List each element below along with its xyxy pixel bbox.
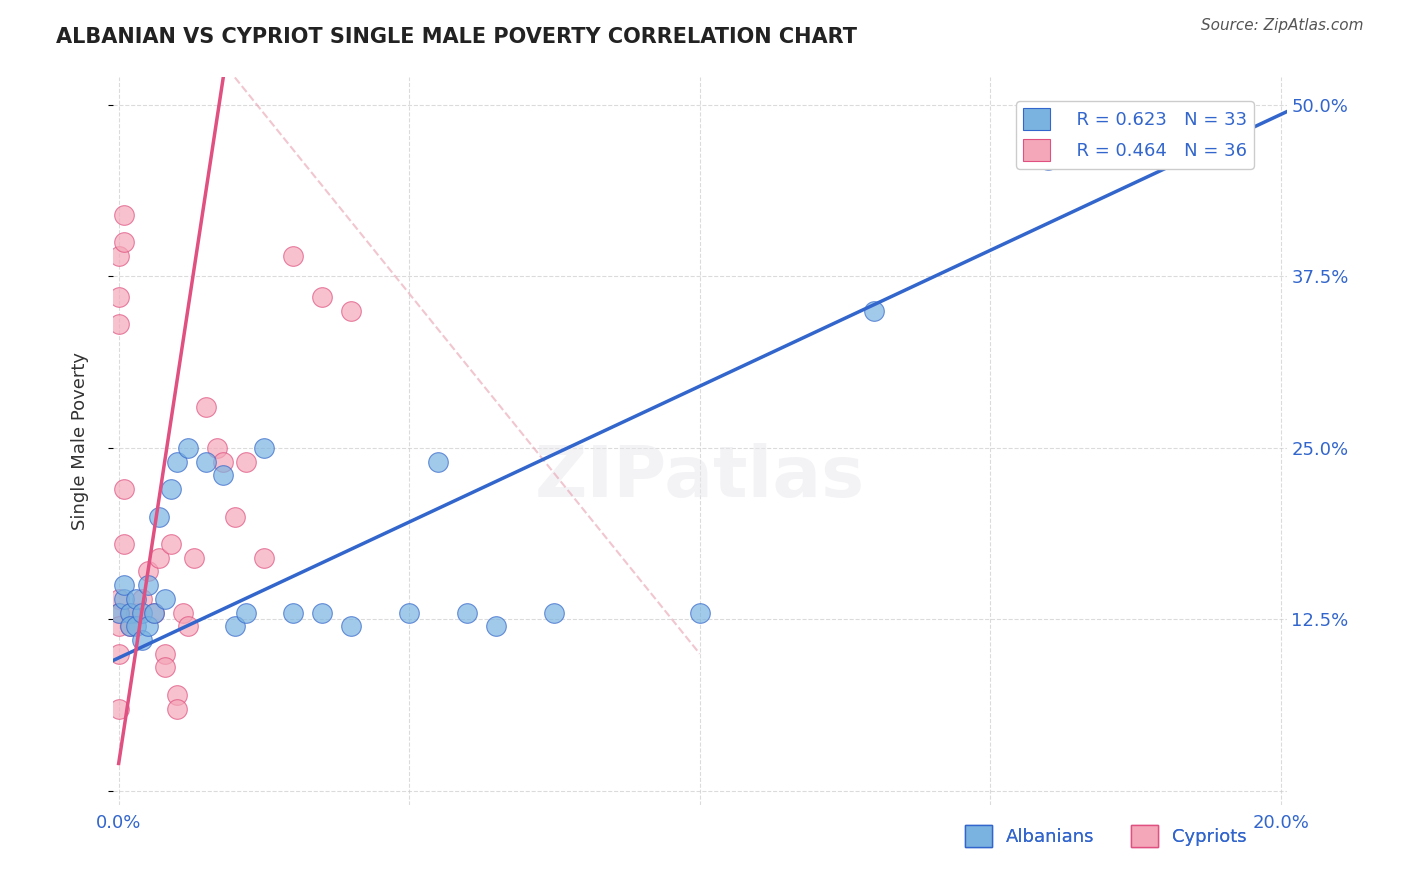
Point (281, 249, 304, 263)
Point (183, 550, 205, 565)
Point (689, 606, 711, 620)
Point (166, 701, 188, 715)
Point (340, 619, 363, 633)
Point (148, 509, 170, 524)
Point (166, 455, 188, 469)
Legend: Albanians, Cypriots: Albanians, Cypriots (957, 817, 1254, 854)
Point (107, 619, 129, 633)
Point (172, 606, 194, 620)
Point (863, 303, 886, 318)
Point (153, 647, 176, 661)
Point (107, 249, 129, 263)
Point (456, 606, 478, 620)
Point (153, 660, 176, 674)
Point (114, 235, 136, 249)
Y-axis label: Single Male Poverty: Single Male Poverty (72, 352, 89, 530)
Point (1038, 153, 1060, 167)
Point (125, 606, 148, 620)
Text: Source: ZipAtlas.com: Source: ZipAtlas.com (1201, 18, 1364, 33)
Point (107, 318, 129, 332)
Point (153, 591, 176, 606)
Point (212, 468, 235, 483)
Point (114, 578, 136, 592)
Point (212, 455, 235, 469)
Point (120, 606, 142, 620)
Point (120, 619, 142, 633)
Text: ALBANIAN VS CYPRIOT SINGLE MALE POVERTY CORRELATION CHART: ALBANIAN VS CYPRIOT SINGLE MALE POVERTY … (56, 27, 858, 46)
Point (107, 647, 129, 661)
Point (107, 701, 129, 715)
Point (131, 606, 153, 620)
Point (120, 619, 142, 633)
Point (485, 619, 508, 633)
Point (125, 591, 148, 606)
Point (142, 606, 165, 620)
Point (207, 441, 229, 455)
Point (120, 606, 142, 620)
Point (224, 619, 246, 633)
Point (136, 578, 159, 592)
Point (177, 441, 200, 455)
Point (107, 606, 129, 620)
Point (543, 606, 565, 620)
Point (177, 619, 200, 633)
Point (160, 537, 183, 551)
Point (194, 400, 217, 414)
Point (398, 606, 420, 620)
Point (311, 606, 333, 620)
Point (427, 455, 450, 469)
Point (136, 619, 159, 633)
Point (114, 482, 136, 496)
Point (253, 550, 276, 565)
Point (131, 591, 153, 606)
Point (340, 303, 363, 318)
Point (131, 633, 153, 648)
Point (114, 591, 136, 606)
Point (142, 606, 165, 620)
Point (224, 509, 246, 524)
Point (281, 606, 304, 620)
Point (107, 606, 129, 620)
Point (107, 290, 129, 304)
Point (114, 208, 136, 222)
Point (148, 550, 170, 565)
Point (311, 290, 333, 304)
Point (114, 537, 136, 551)
Point (107, 591, 129, 606)
Point (160, 482, 183, 496)
Point (136, 565, 159, 579)
Text: ZIPatlas: ZIPatlas (534, 443, 865, 512)
Point (194, 455, 217, 469)
Point (253, 441, 276, 455)
Point (125, 619, 148, 633)
Point (235, 455, 257, 469)
Point (166, 688, 188, 702)
Point (235, 606, 257, 620)
